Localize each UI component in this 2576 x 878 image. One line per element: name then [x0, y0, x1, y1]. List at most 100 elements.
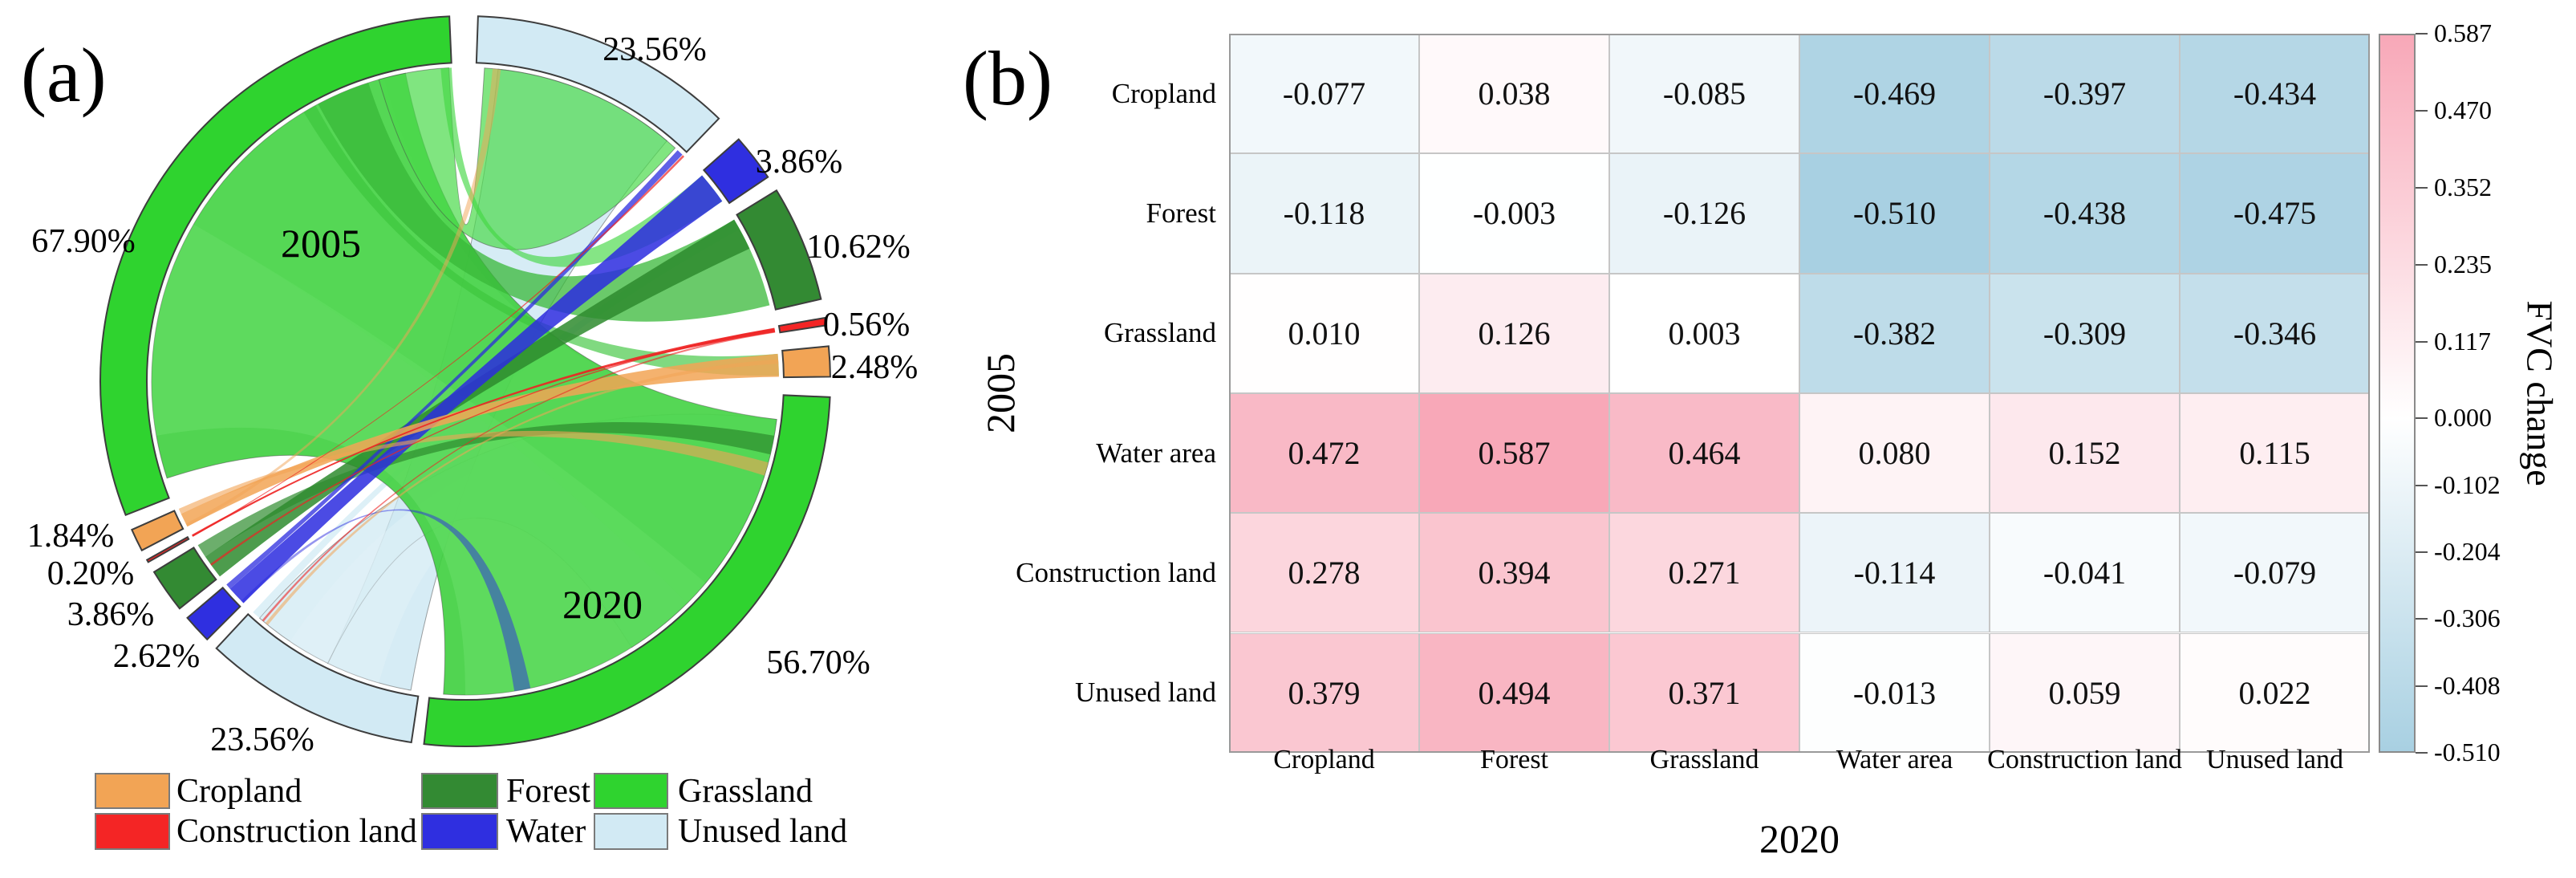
heatmap-cell-grassland-unused-land: -0.346 — [2180, 273, 2370, 393]
colorbar-tick-label: -0.102 — [2434, 469, 2501, 499]
percent-label-2005-grassland: 67.90% — [31, 223, 136, 260]
arc-2020-water — [702, 138, 769, 205]
percent-label-2005-cropland: 1.84% — [27, 518, 115, 555]
year-label-2020: 2020 — [562, 582, 643, 627]
colorbar-tick-mark — [2416, 685, 2428, 687]
chord-ribbon — [193, 78, 777, 604]
heatmap-cell-cropland-water-area: -0.469 — [1799, 34, 1990, 154]
percent-label-2005-unused-land: 23.56% — [210, 722, 314, 758]
row-label-forest: Forest — [1146, 197, 1217, 229]
legend-swatch-cropland — [95, 773, 170, 809]
heatmap-cell-construction-land-water-area: -0.114 — [1799, 513, 1990, 633]
legend-swatch-grassland — [594, 773, 668, 809]
percent-label-2005-construction-land: 0.20% — [47, 555, 135, 592]
heatmap-cell-unused-land-construction-land: 0.059 — [1990, 632, 2180, 753]
colorbar-tick-label: -0.306 — [2434, 604, 2501, 633]
chord-ribbon — [181, 353, 779, 527]
colorbar-tick-mark — [2416, 33, 2428, 35]
heatmap-cell-forest-unused-land: -0.475 — [2180, 153, 2370, 274]
chord-diagram: 23.56% 3.86% 10.62% 0.56% 2.48% 56.70% 23.56% 2… — [27, 15, 919, 758]
heatmap-cell-construction-land-grassland: 0.271 — [1609, 513, 1799, 633]
heatmap-cell-forest-grassland: -0.126 — [1609, 153, 1799, 274]
colorbar-tick-label: 0.470 — [2434, 95, 2492, 124]
heatmap-cell-water-area-unused-land: 0.115 — [2180, 392, 2370, 514]
row-label-cropland: Cropland — [1111, 77, 1216, 109]
colorbar-gradient — [2379, 34, 2416, 753]
colorbar-tick-mark — [2416, 752, 2428, 754]
colorbar-tick-mark — [2416, 263, 2428, 266]
chord-ribbon — [318, 83, 770, 322]
colorbar-tick-label: -0.204 — [2434, 537, 2501, 567]
heatmap-cell-unused-land-grassland: 0.371 — [1609, 632, 1799, 753]
heatmap-cell-grassland-forest: 0.126 — [1419, 273, 1609, 393]
row-label-unused-land: Unused land — [1075, 677, 1216, 709]
heatmap-cell-forest-water-area: -0.510 — [1799, 153, 1990, 274]
heatmap-cell-cropland-forest: 0.038 — [1419, 34, 1609, 154]
arc-2005-grassland — [99, 15, 452, 517]
arc-2020-forest — [736, 189, 822, 311]
chord-ribbon — [378, 67, 676, 250]
percent-label-2020-unused-land: 23.56% — [602, 31, 707, 68]
heatmap-cell-unused-land-cropland: 0.379 — [1229, 632, 1419, 753]
heatmap-cell-construction-land-construction-land: -0.041 — [1990, 513, 2180, 633]
heatmap-cell-forest-forest: -0.003 — [1419, 153, 1609, 274]
heatmap-cell-grassland-cropland: 0.010 — [1229, 273, 1419, 393]
arc-2020-unused-land — [475, 15, 720, 153]
row-label-grassland: Grassland — [1104, 317, 1216, 349]
legend-label-construction-land: Construction land — [176, 813, 417, 850]
chord-ribbon — [440, 67, 723, 267]
panel-b-label: (b) — [963, 35, 1053, 121]
percent-label-2020-grassland: 56.70% — [766, 644, 870, 681]
percent-label-2020-construction-land: 0.56% — [823, 307, 911, 343]
heatmap-cell-cropland-grassland: -0.085 — [1609, 34, 1799, 154]
heatmap-cell-construction-land-forest: 0.394 — [1419, 513, 1609, 633]
arc-2020-cropland — [781, 345, 831, 379]
colorbar-tick-label: -0.510 — [2434, 738, 2501, 766]
colorbar-tick-mark — [2416, 551, 2428, 554]
colorbar-tick-label: 0.117 — [2434, 326, 2491, 356]
percent-label-2005-water: 2.62% — [113, 638, 201, 675]
y-axis-label: 2005 — [978, 353, 1023, 433]
col-label-grassland: Grassland — [1649, 745, 1759, 774]
heatmap-cell-forest-cropland: -0.118 — [1229, 153, 1419, 274]
heatmap-cell-cropland-unused-land: -0.434 — [2180, 34, 2370, 154]
legend-label-forest: Forest — [506, 772, 590, 810]
heatmap-cell-water-area-forest: 0.587 — [1419, 392, 1609, 514]
year-label-2005: 2005 — [281, 221, 361, 266]
heatmap-cell-water-area-grassland: 0.464 — [1609, 392, 1799, 514]
col-label-forest: Forest — [1480, 745, 1548, 774]
heatmap-cell-unused-land-water-area: -0.013 — [1799, 632, 1990, 753]
colorbar-tick-mark — [2416, 340, 2428, 343]
legend-label-unused-land: Unused land — [678, 813, 848, 850]
arc-2005-unused-land — [215, 612, 420, 744]
heatmap-cell-water-area-construction-land: 0.152 — [1990, 392, 2180, 514]
chord-ribbon — [152, 224, 706, 695]
percent-label-2020-cropland: 2.48% — [831, 349, 919, 386]
chord-ribbon — [229, 175, 723, 604]
heatmap-cell-water-area-cropland: 0.472 — [1229, 392, 1419, 514]
colorbar-tick-mark — [2416, 618, 2428, 620]
arc-2020-grassland — [423, 394, 831, 747]
legend-swatch-unused-land — [594, 813, 668, 850]
heatmap-cell-unused-land-unused-land: 0.022 — [2180, 632, 2370, 753]
col-label-water-area: Water area — [1836, 745, 1953, 774]
heatmap-cell-grassland-grassland: 0.003 — [1609, 273, 1799, 393]
percent-label-2020-water: 3.86% — [756, 144, 843, 181]
panel-a-label: (a) — [21, 32, 107, 118]
colorbar-tick-mark — [2416, 186, 2428, 189]
arc-2005-water — [186, 586, 241, 641]
arc-2020-construction-land — [777, 316, 827, 334]
row-label-water-area: Water area — [1096, 437, 1216, 469]
heatmap-cell-forest-construction-land: -0.438 — [1990, 153, 2180, 274]
x-axis-label: 2020 — [1759, 816, 1840, 861]
colorbar-title: FVC change — [2519, 300, 2561, 486]
arc-2005-forest — [152, 547, 217, 610]
colorbar-tick-label: 0.352 — [2434, 172, 2492, 201]
legend-label-cropland: Cropland — [176, 772, 302, 810]
heatmap-cell-grassland-water-area: -0.382 — [1799, 273, 1990, 393]
legend-swatch-construction-land — [95, 813, 170, 850]
row-label-construction-land: Construction land — [1016, 556, 1216, 588]
chord-ribbon — [197, 421, 775, 557]
heatmap-cell-construction-land-unused-land: -0.079 — [2180, 513, 2370, 633]
chord-ribbon — [205, 219, 750, 577]
